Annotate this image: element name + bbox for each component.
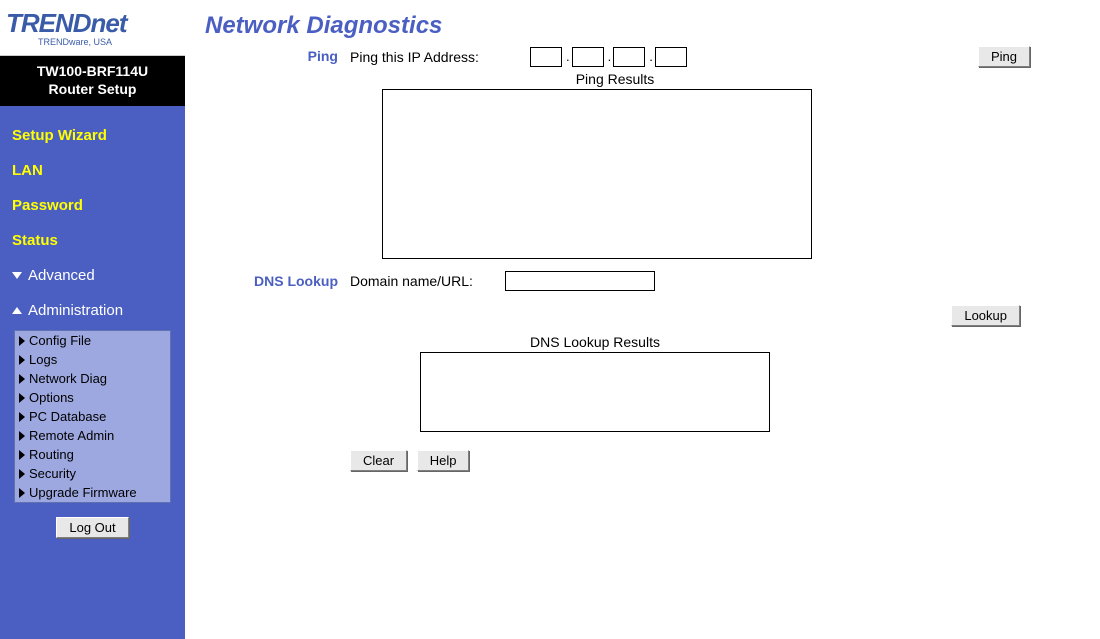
submenu-label: PC Database [29, 409, 106, 424]
dns-section-body: Domain name/URL: Lookup DNS Lookup Resul… [350, 271, 1080, 471]
arrow-right-icon [19, 488, 25, 498]
ping-input-row: Ping this IP Address: . . . Ping [350, 46, 1080, 67]
submenu-logs[interactable]: Logs [15, 350, 170, 369]
submenu-label: Remote Admin [29, 428, 114, 443]
model-banner: TW100-BRF114U Router Setup [0, 56, 185, 106]
main-content: Network Diagnostics Ping Ping this IP Ad… [185, 0, 1100, 639]
submenu-remote-admin[interactable]: Remote Admin [15, 426, 170, 445]
domain-url-input[interactable] [505, 271, 655, 291]
arrow-right-icon [19, 336, 25, 346]
submenu-routing[interactable]: Routing [15, 445, 170, 464]
ping-section: Ping Ping this IP Address: . . . Ping Pi… [205, 46, 1080, 259]
submenu-label: Routing [29, 447, 74, 462]
lookup-button-row: Lookup [350, 305, 1080, 326]
ping-section-label: Ping [205, 46, 350, 259]
submenu-config-file[interactable]: Config File [15, 331, 170, 350]
submenu-label: Options [29, 390, 74, 405]
submenu-label: Security [29, 466, 76, 481]
submenu-pc-database[interactable]: PC Database [15, 407, 170, 426]
ping-button[interactable]: Ping [978, 46, 1030, 67]
nav-password[interactable]: Password [8, 188, 177, 223]
logout-area: Log Out [8, 513, 177, 542]
model-subtitle: Router Setup [4, 80, 181, 98]
ip-dot: . [566, 49, 570, 64]
nav-lan[interactable]: LAN [8, 153, 177, 188]
ping-field-label: Ping this IP Address: [350, 49, 530, 65]
submenu-options[interactable]: Options [15, 388, 170, 407]
arrow-right-icon [19, 431, 25, 441]
submenu-label: Upgrade Firmware [29, 485, 137, 500]
nav-status[interactable]: Status [8, 223, 177, 258]
submenu-label: Logs [29, 352, 57, 367]
chevron-down-icon [12, 272, 22, 279]
arrow-right-icon [19, 450, 25, 460]
nav-group-label: Administration [28, 302, 123, 319]
ip-dot: . [608, 49, 612, 64]
dns-results-box [420, 352, 770, 432]
brand-logo: TRENDnet [6, 8, 179, 39]
arrow-right-icon [19, 355, 25, 365]
arrow-right-icon [19, 412, 25, 422]
model-number: TW100-BRF114U [4, 62, 181, 80]
chevron-up-icon [12, 307, 22, 314]
submenu-security[interactable]: Security [15, 464, 170, 483]
nav-group-administration[interactable]: Administration [8, 293, 177, 328]
ping-results-label: Ping Results [400, 71, 830, 87]
submenu-label: Config File [29, 333, 91, 348]
page-title: Network Diagnostics [205, 12, 1080, 40]
arrow-right-icon [19, 469, 25, 479]
ip-octet-3[interactable] [613, 47, 645, 67]
dns-section-label: DNS Lookup [205, 271, 350, 471]
clear-button[interactable]: Clear [350, 450, 407, 471]
app-container: TRENDnet TRENDware, USA TW100-BRF114U Ro… [0, 0, 1100, 639]
nav-setup-wizard[interactable]: Setup Wizard [8, 118, 177, 153]
help-button[interactable]: Help [417, 450, 470, 471]
submenu-network-diag[interactable]: Network Diag [15, 369, 170, 388]
ip-dot: . [649, 49, 653, 64]
sidebar: TRENDnet TRENDware, USA TW100-BRF114U Ro… [0, 0, 185, 639]
dns-input-row: Domain name/URL: [350, 271, 1080, 291]
dns-results-label: DNS Lookup Results [420, 334, 770, 350]
ip-octet-4[interactable] [655, 47, 687, 67]
submenu-label: Network Diag [29, 371, 107, 386]
admin-submenu: Config File Logs Network Diag Options PC… [14, 330, 171, 503]
nav-group-label: Advanced [28, 267, 95, 284]
logout-button[interactable]: Log Out [56, 517, 128, 538]
nav-group-advanced[interactable]: Advanced [8, 258, 177, 293]
ip-octet-2[interactable] [572, 47, 604, 67]
ip-octet-1[interactable] [530, 47, 562, 67]
ping-results-box [382, 89, 812, 259]
ping-section-body: Ping this IP Address: . . . Ping Ping Re… [350, 46, 1080, 259]
dns-field-label: Domain name/URL: [350, 273, 505, 289]
lookup-button[interactable]: Lookup [951, 305, 1020, 326]
arrow-right-icon [19, 374, 25, 384]
arrow-right-icon [19, 393, 25, 403]
brand-sub: TRENDware, USA [38, 37, 179, 47]
logo-area: TRENDnet TRENDware, USA [0, 0, 185, 56]
nav-section: Setup Wizard LAN Password Status Advance… [0, 106, 185, 542]
submenu-upgrade-firmware[interactable]: Upgrade Firmware [15, 483, 170, 502]
bottom-button-row: Clear Help [350, 450, 1080, 471]
dns-section: DNS Lookup Domain name/URL: Lookup DNS L… [205, 271, 1080, 471]
